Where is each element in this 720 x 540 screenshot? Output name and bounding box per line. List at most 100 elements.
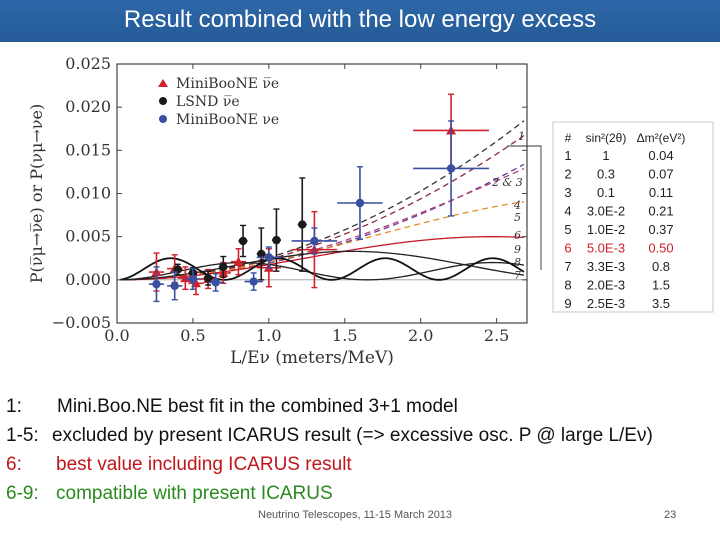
series-2-point-1 xyxy=(167,271,183,301)
series-1-point-5 xyxy=(256,227,266,281)
param-table-cell: 0.50 xyxy=(648,241,673,256)
circle-marker xyxy=(170,281,179,291)
series-2-point-0 xyxy=(148,266,165,303)
param-table-cell: 2.0E-3 xyxy=(587,278,625,293)
slide-footer: Neutrino Telescopes, 11-15 March 2013 xyxy=(258,509,453,521)
param-table-header: sin²(2θ) xyxy=(586,131,627,145)
legend-triangle-marker xyxy=(158,79,168,87)
series-1-point-6 xyxy=(271,208,281,272)
circle-marker xyxy=(446,164,456,173)
param-table-row: 6 5.0E-3 0.50 xyxy=(564,241,673,256)
x-tick-label: 2.5 xyxy=(484,326,509,345)
param-table-cell: 0.1 xyxy=(597,185,615,200)
note-4-text: compatible with present ICARUS xyxy=(56,483,333,504)
curve-label: 2 & 3 xyxy=(491,176,523,189)
curve-6 xyxy=(120,236,524,281)
param-table-cell: 8 xyxy=(564,278,571,293)
param-table-cell: 0.11 xyxy=(649,185,673,200)
curve-label: 5 xyxy=(514,211,521,224)
x-tick-label: 0.0 xyxy=(104,326,129,345)
note-2-text: excluded by present ICARUS result (=> ex… xyxy=(52,425,653,446)
param-table-cell: 1 xyxy=(564,148,571,163)
data-points xyxy=(148,93,490,303)
param-table-cell: 2.5E-3 xyxy=(587,296,625,311)
param-table-box xyxy=(552,121,714,313)
param-table-cell: 0.07 xyxy=(648,167,673,182)
param-table-row: 4 3.0E-2 0.21 xyxy=(564,204,673,219)
y-tick-label: 0.020 xyxy=(65,97,111,116)
circle-marker xyxy=(211,278,220,287)
series-2-point-6 xyxy=(291,227,338,255)
param-table-row: 2 0.3 0.07 xyxy=(564,167,673,182)
curve-2 xyxy=(120,135,525,281)
legend-circle-marker xyxy=(159,115,167,123)
x-axis-label: L/Eν (meters/MeV) xyxy=(230,348,394,368)
x-tick-label: 1.0 xyxy=(256,326,281,345)
param-table-cell: 9 xyxy=(564,296,571,311)
curve-7 xyxy=(120,250,525,281)
y-tick-label: 0.025 xyxy=(65,54,111,73)
curve-label: 8 xyxy=(514,256,521,269)
y-tick-label: 0.005 xyxy=(65,227,111,246)
param-table-cell: 5.0E-3 xyxy=(587,241,625,256)
circle-marker xyxy=(188,274,198,284)
param-table-row: 5 1.0E-2 0.37 xyxy=(564,222,673,237)
curve-1-bracket xyxy=(507,145,542,270)
legend-label: MiniBooNE νe xyxy=(176,112,279,128)
series-2-point-4 xyxy=(244,272,263,291)
param-table-cell: 4 xyxy=(564,204,571,219)
param-table-header: # xyxy=(565,131,572,145)
circle-marker xyxy=(152,279,161,289)
x-tick-label: 1.5 xyxy=(332,326,357,345)
param-table-cell: 2 xyxy=(564,167,571,182)
x-tick-label: 0.5 xyxy=(180,326,205,345)
param-table-cell: 1.5 xyxy=(652,278,670,293)
curve-9 xyxy=(119,257,525,281)
circle-marker xyxy=(249,277,258,286)
legend-circle-marker xyxy=(159,97,167,105)
param-table-row: 7 3.3E-3 0.8 xyxy=(564,259,670,274)
triangle-marker xyxy=(180,273,191,283)
series-2-point-2 xyxy=(185,267,201,291)
legend-item-1: LSND ν̅e xyxy=(159,94,240,110)
param-table-row: 9 2.5E-3 3.5 xyxy=(564,296,670,311)
legend-label: MiniBooNE ν̅e xyxy=(176,76,279,92)
oscillation-probability-chart: 0.0 0.5 1.0 1.5 2.0 2.5 −0.005 0.000 0.005 0.010 0… xyxy=(27,54,714,368)
note-2-num: 1-5: xyxy=(6,425,39,446)
circle-marker xyxy=(310,236,319,246)
y-axis-label: P(ν̅μ→ν̅e) or P(νμ→νe) xyxy=(27,104,46,283)
circle-marker xyxy=(272,235,281,245)
slide-title-bar: Result combined with the low energy exce… xyxy=(0,0,720,42)
param-table-row: 1 1 0.04 xyxy=(564,148,673,163)
param-table-row: 3 0.1 0.11 xyxy=(564,185,673,200)
note-1-text: Mini.Boo.NE best fit in the combined 3+1… xyxy=(57,396,458,417)
series-2-point-3 xyxy=(208,273,224,292)
slide-title: Result combined with the low energy exce… xyxy=(123,6,597,33)
legend-item-2: MiniBooNE νe xyxy=(159,112,279,128)
page-number: 23 xyxy=(664,509,677,521)
series-2-point-7 xyxy=(337,166,383,240)
param-table-row: 8 2.0E-3 1.5 xyxy=(564,278,670,293)
param-table-cell: 3.3E-3 xyxy=(587,259,625,274)
circle-marker xyxy=(298,220,307,229)
param-table-cell: 0.37 xyxy=(648,222,673,237)
param-table-header: Δm²(eV²) xyxy=(637,131,686,145)
circle-marker xyxy=(238,236,248,246)
legend-label: LSND ν̅e xyxy=(176,94,240,110)
curve-label: 4 xyxy=(513,199,521,212)
y-tick-label: 0.015 xyxy=(65,140,111,159)
chart-axes: 0.0 0.5 1.0 1.5 2.0 2.5 −0.005 0.000 0.005 0.010 0… xyxy=(27,54,527,368)
param-table-cell: 3.0E-2 xyxy=(587,204,625,219)
parameter-table: # sin²(2θ) Δm²(eV²)1 1 0.042 0.3 0.073 0.1 0.114… xyxy=(552,121,714,313)
series-1-point-4 xyxy=(238,224,248,258)
note-1-num: 1: xyxy=(6,396,22,417)
y-tick-label: −0.005 xyxy=(52,313,111,332)
param-table-cell: 6 xyxy=(564,241,571,256)
curve-label: 9 xyxy=(514,243,521,256)
circle-marker xyxy=(257,249,266,259)
curve-4 xyxy=(120,167,525,281)
param-table-cell: 5 xyxy=(564,222,571,237)
triangle-marker xyxy=(233,256,244,266)
y-tick-label: 0.000 xyxy=(65,270,111,289)
